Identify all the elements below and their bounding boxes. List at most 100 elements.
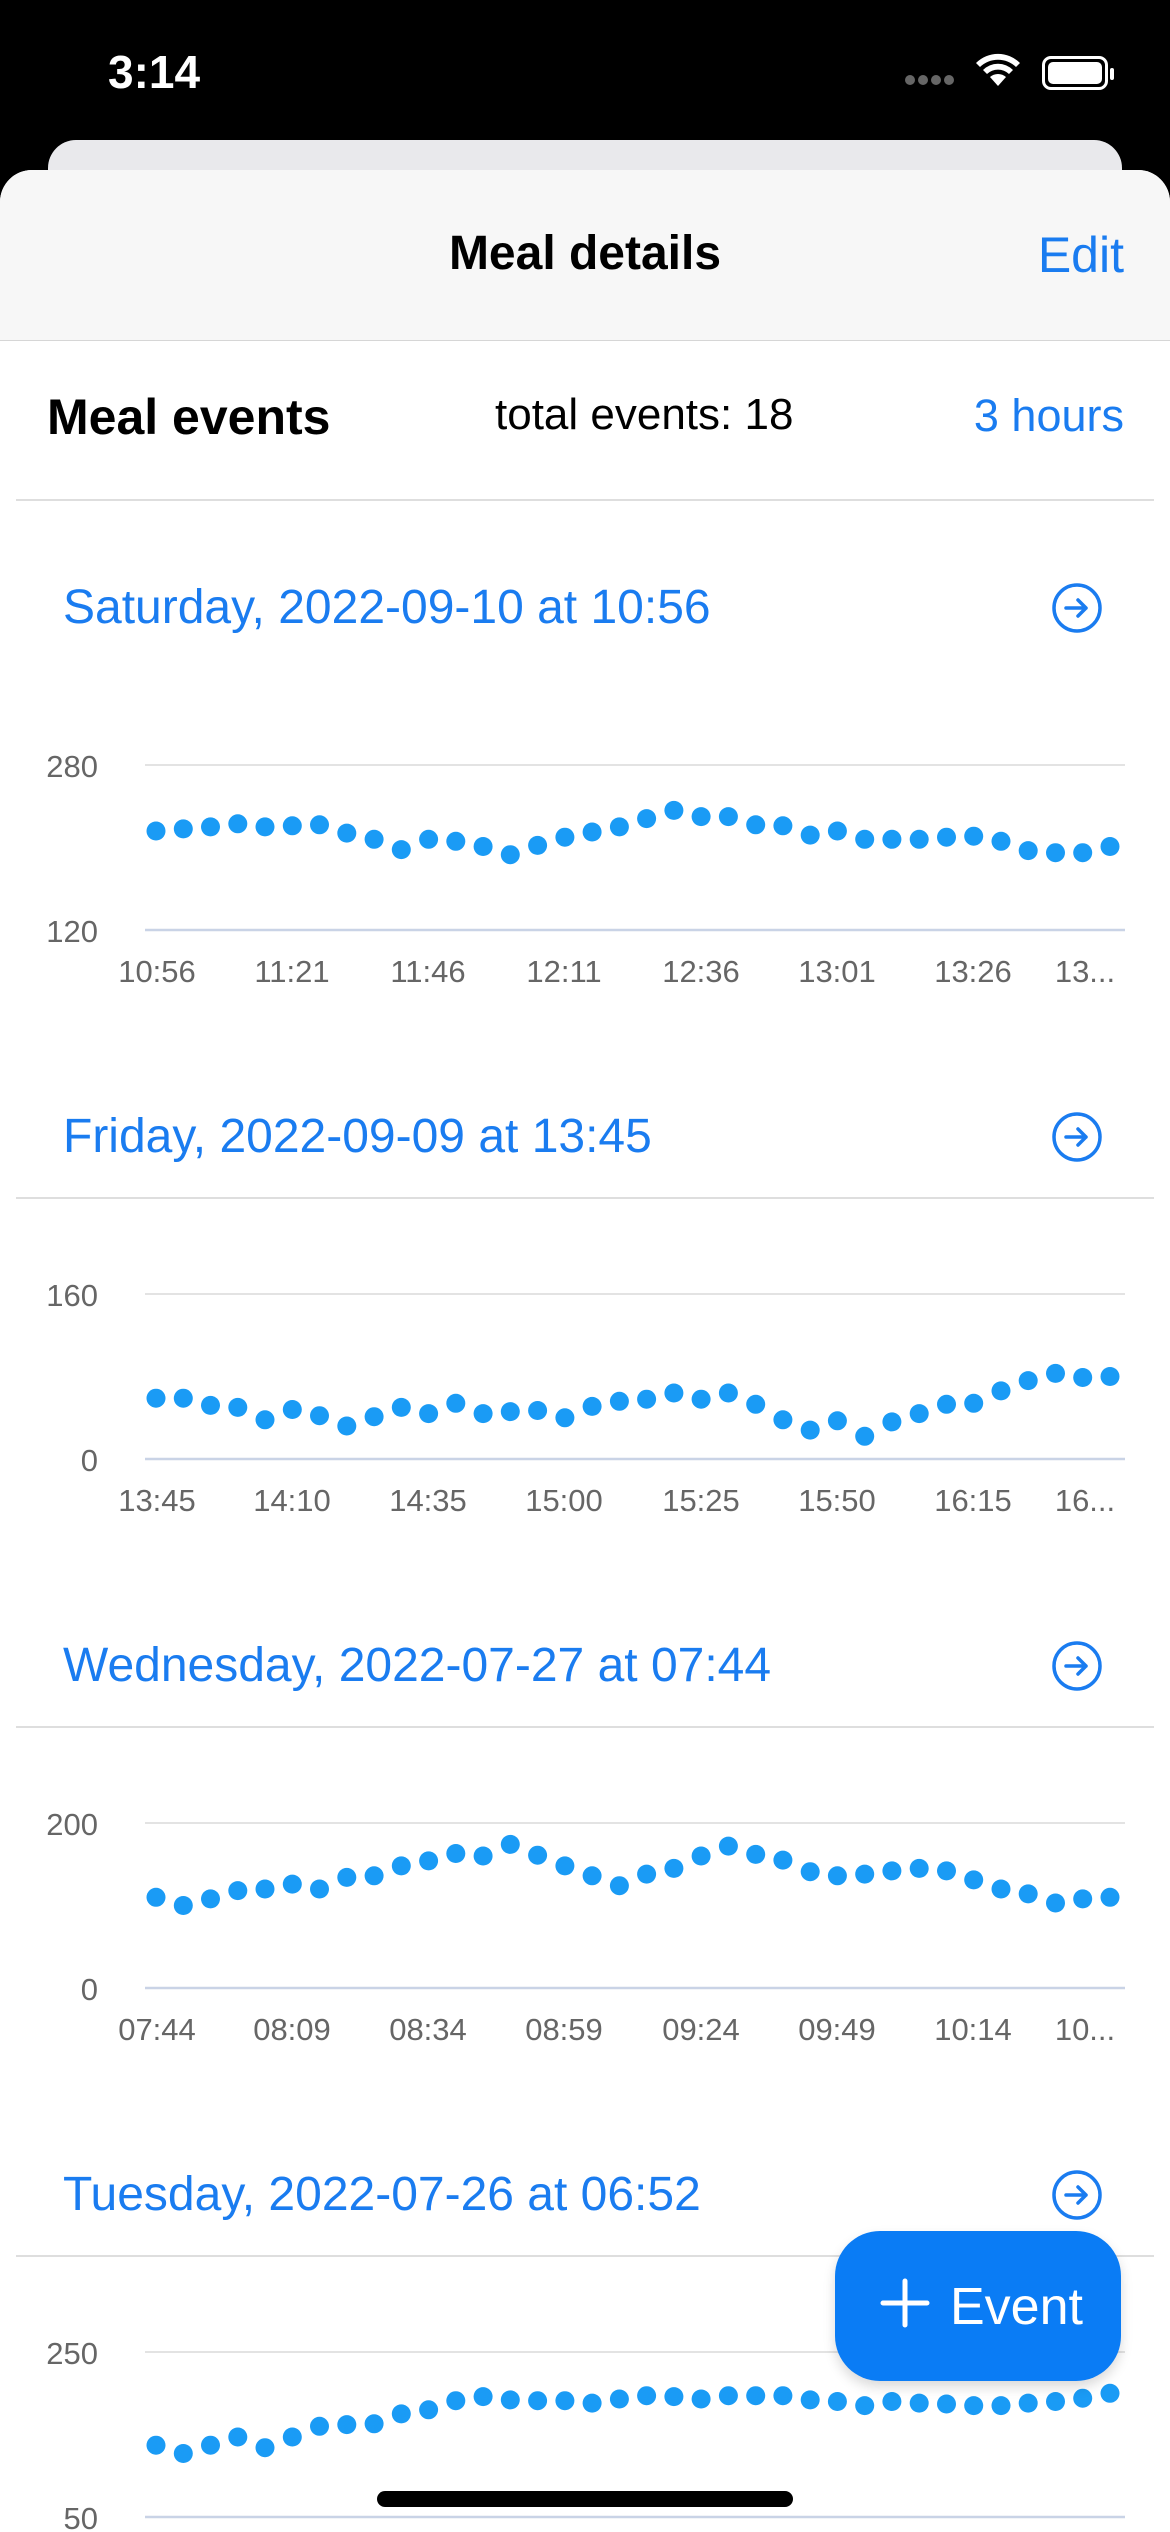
data-point [827, 1411, 847, 1431]
data-point [746, 815, 766, 835]
data-point [800, 2390, 820, 2410]
data-point [800, 1420, 820, 1440]
data-point [937, 2394, 956, 2414]
glucose-chart: 160 0 13:45 14:10 14:35 15:00 15:25 15:50 16:15 1… [46, 1278, 1125, 1518]
data-point [1100, 837, 1120, 856]
arrow-right-circle-icon[interactable] [1051, 1640, 1103, 1692]
data-point [1046, 1893, 1065, 1913]
add-event-button[interactable]: Event [835, 2231, 1121, 2381]
data-point [528, 2391, 548, 2411]
data-point [255, 1879, 275, 1899]
edit-button[interactable]: Edit [1037, 227, 1124, 283]
add-event-label: Event [950, 2278, 1083, 2336]
data-point [419, 1404, 439, 1424]
data-point [746, 2386, 766, 2406]
data-point [228, 814, 248, 834]
data-point [528, 835, 548, 855]
event-row[interactable]: Tuesday, 2022-07-26 at 06:52 250 50 [0, 2087, 1170, 2532]
data-point [882, 829, 902, 849]
data-point [473, 1846, 493, 1866]
event-row[interactable]: Saturday, 2022-09-10 at 10:56 280 120 10:5… [0, 500, 1170, 1030]
data-point [1073, 2388, 1093, 2408]
x-tick-label: 16:15 [934, 1483, 1012, 1518]
data-point [746, 1844, 766, 1864]
divider [16, 1726, 1154, 1728]
data-point [555, 1856, 575, 1876]
battery-icon [1042, 56, 1114, 90]
data-point [500, 845, 520, 865]
data-point [882, 1861, 902, 1881]
data-point [364, 829, 384, 849]
data-point [882, 2392, 902, 2411]
data-point [991, 831, 1011, 851]
data-point [146, 1887, 166, 1907]
event-title[interactable]: Saturday, 2022-09-10 at 10:56 [63, 581, 711, 634]
event-title[interactable]: Wednesday, 2022-07-27 at 07:44 [63, 1639, 772, 1692]
data-point [909, 1404, 929, 1424]
data-point [664, 800, 684, 820]
data-point [555, 2391, 575, 2411]
data-point [800, 825, 820, 845]
data-point [201, 1889, 220, 1909]
data-point [173, 1388, 193, 1408]
data-point [855, 829, 875, 849]
status-time: 3:14 [108, 46, 201, 98]
data-point [609, 817, 629, 837]
data-point [1073, 1889, 1093, 1909]
data-point [446, 831, 466, 851]
data-point [419, 829, 439, 849]
x-tick-label: 13... [1055, 954, 1115, 989]
arrow-right-circle-icon[interactable] [1051, 2169, 1103, 2221]
data-point [255, 817, 275, 837]
data-point [146, 821, 166, 841]
data-point [991, 1879, 1011, 1899]
data-point [855, 1426, 875, 1446]
data-point [364, 1866, 384, 1886]
data-point [1018, 1884, 1038, 1904]
data-point [609, 1876, 629, 1896]
data-point [337, 1416, 357, 1436]
data-point [691, 1846, 711, 1866]
page-title: Meal details [448, 227, 722, 280]
y-tick-label: 160 [46, 1278, 98, 1313]
time-range-button[interactable]: 3 hours [973, 390, 1124, 441]
data-point [228, 2427, 248, 2447]
data-point [173, 819, 193, 839]
data-point [282, 1874, 302, 1894]
data-point [391, 1397, 411, 1417]
data-point [146, 1388, 166, 1408]
data-point [718, 1383, 738, 1403]
data-point [255, 2438, 275, 2458]
data-point [991, 1381, 1011, 1401]
data-point [419, 1851, 439, 1871]
x-tick-label: 13:26 [934, 954, 1012, 989]
data-point [310, 1406, 329, 1426]
data-point [991, 2396, 1011, 2416]
event-row[interactable]: Wednesday, 2022-07-27 at 07:44 200 0 07:44… [0, 1558, 1170, 2088]
data-point [446, 2391, 466, 2411]
data-point [582, 2393, 602, 2413]
data-point [473, 2387, 493, 2407]
data-point [773, 816, 793, 836]
event-title[interactable]: Friday, 2022-09-09 at 13:45 [63, 1110, 652, 1163]
data-point [937, 1861, 956, 1881]
x-tick-label: 13:01 [798, 954, 876, 989]
y-tick-label: 280 [46, 749, 98, 784]
arrow-right-circle-icon[interactable] [1051, 1111, 1103, 1163]
event-row[interactable]: Friday, 2022-09-09 at 13:45 160 0 13:45 14:… [0, 1029, 1170, 1559]
data-point [1046, 843, 1065, 863]
wifi-icon [976, 53, 1020, 86]
data-point [637, 809, 657, 829]
data-point [855, 1864, 875, 1884]
data-point [473, 837, 493, 856]
status-bar: 3:14 [0, 0, 1170, 160]
data-point [827, 2392, 847, 2411]
data-point [964, 1870, 984, 1890]
x-tick-label: 10:14 [934, 2012, 1012, 2047]
plus-icon [880, 2278, 930, 2328]
cellular-signal-icon [905, 72, 965, 88]
arrow-right-circle-icon[interactable] [1051, 582, 1103, 634]
x-tick-label: 11:46 [390, 954, 465, 989]
data-point [773, 2386, 793, 2406]
event-title[interactable]: Tuesday, 2022-07-26 at 06:52 [63, 2168, 701, 2221]
